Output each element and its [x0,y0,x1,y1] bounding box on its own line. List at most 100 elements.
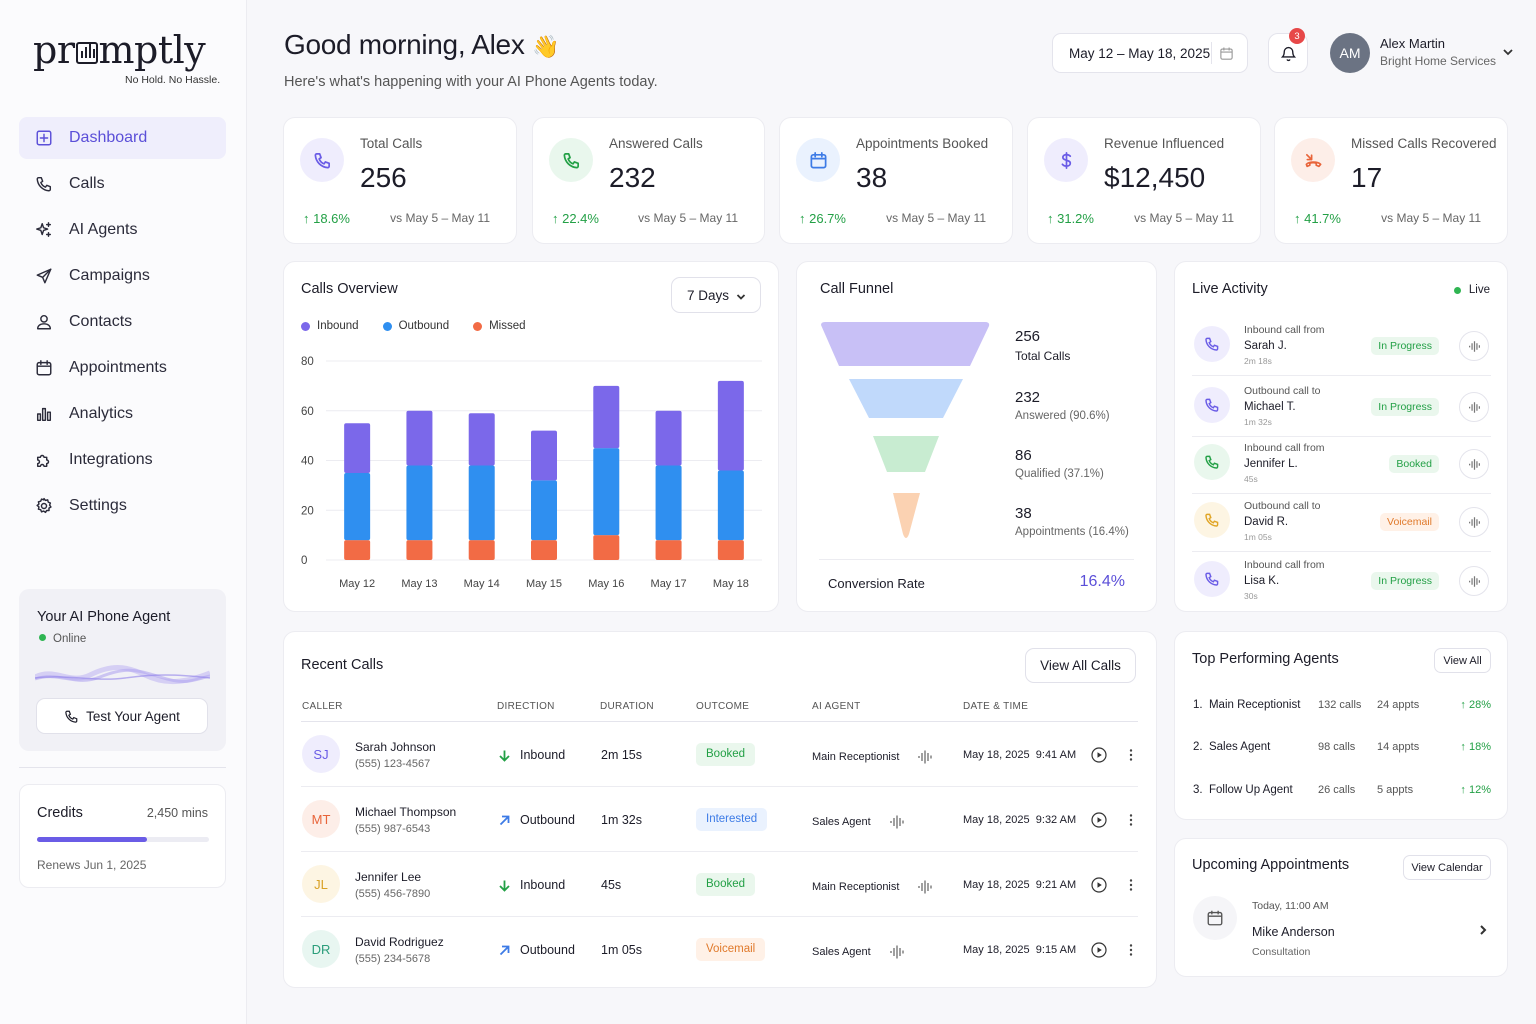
outcome-badge: Booked [696,743,756,766]
range-dropdown[interactable]: 7 Days [671,277,761,313]
calendar-icon [1193,896,1237,940]
chevron-down-icon[interactable] [1502,46,1514,58]
x-tick-label: May 15 [526,578,562,590]
nav-item-calls[interactable]: Calls [19,163,226,205]
nav-item-integrations[interactable]: Integrations [19,439,226,481]
play-icon[interactable] [1091,877,1107,893]
live-activity-item[interactable]: Inbound call from Sarah J. 2m 18s In Progre… [1192,317,1491,376]
agent-row[interactable]: 3. Follow Up Agent 26 calls 5 appts ↑ 12% [1193,784,1491,796]
play-icon[interactable] [1091,812,1107,828]
direction-label: Inbound [520,878,566,892]
nav-item-dashboard[interactable]: Dashboard [19,117,226,159]
table-row[interactable]: SJ Sarah Johnson (555) 123-4567 Inbound 2m 1… [301,722,1138,787]
caller-phone: (555) 987-6543 [355,823,431,835]
more-options-icon[interactable] [1123,747,1139,763]
more-options-icon[interactable] [1123,812,1139,828]
status-badge: Booked [1389,455,1439,473]
nav-item-ai-agents[interactable]: AI Agents [19,209,226,251]
sparkles-icon [34,221,53,240]
listen-button[interactable] [1459,566,1489,596]
stat-label: Appointments Booked [856,136,989,151]
phone-icon [65,710,78,723]
view-calendar-button[interactable]: View Calendar [1403,855,1491,880]
greeting: Good morning, Alex 👋 [284,29,559,61]
nav-item-appointments[interactable]: Appointments [19,347,226,389]
agent-status: Online [39,633,86,645]
listen-button[interactable] [1459,507,1489,537]
credits-renews: Renews Jun 1, 2025 [37,858,147,872]
stat-card: Answered Calls 232 ↑ 22.4% vs May 5 – May 1… [532,117,765,244]
agent-row[interactable]: 1. Main Receptionist 132 calls 24 appts ↑ 2… [1193,699,1491,711]
direction-label: Outbound [520,813,575,827]
agent-row[interactable]: 2. Sales Agent 98 calls 14 appts ↑ 18% [1193,741,1491,753]
nav-item-contacts[interactable]: Contacts [19,301,226,343]
waveform-icon [918,880,933,894]
live-activity-item[interactable]: Inbound call from Lisa K. 30s In Progress [1192,552,1491,610]
notifications-button[interactable]: 3 [1268,28,1308,73]
col-outcome: OUTCOME [696,701,750,712]
outcome-badge: Booked [696,873,756,896]
nav-label: Contacts [69,313,133,330]
x-tick-label: May 13 [401,578,437,590]
table-header-divider [301,721,1138,722]
bar-chart-icon [34,405,53,424]
live-activity-item[interactable]: Outbound call to David R. 1m 05s Voicemail [1192,493,1491,552]
listen-button[interactable] [1459,331,1489,361]
table-row[interactable]: MT Michael Thompson (555) 987-6543 Outbound… [301,787,1138,852]
stat-change: ↑ 18.6% [303,211,350,226]
stat-value: 38 [856,162,888,193]
listen-button[interactable] [1459,392,1489,422]
appointment-type: Consultation [1252,946,1311,958]
legend-missed: Missed [473,320,526,332]
legend-label: Missed [489,320,526,332]
bar-inbound [468,413,495,466]
nav-label: Campaigns [69,267,150,284]
view-all-calls-button[interactable]: View All Calls [1025,648,1136,683]
logo[interactable]: pr mptly [33,28,206,72]
agent-card-title: Your AI Phone Agent [37,609,171,625]
waveform-icon [1468,401,1480,413]
y-tick-label: 0 [301,555,307,567]
more-options-icon[interactable] [1123,942,1139,958]
chevron-right-icon[interactable] [1477,924,1489,936]
more-options-icon[interactable] [1123,877,1139,893]
y-tick-label: 40 [301,456,314,468]
activity-type: Inbound call from [1244,442,1325,454]
nav-item-analytics[interactable]: Analytics [19,393,226,435]
sidebar-nav: Dashboard Calls AI Agents Campaigns Cont… [19,117,226,531]
nav-item-campaigns[interactable]: Campaigns [19,255,226,297]
activity-type: Inbound call from [1244,559,1325,571]
date-range-picker[interactable]: May 12 – May 18, 2025 [1052,33,1248,73]
live-activity-item[interactable]: Outbound call to Michael T. 1m 32s In Progr… [1192,378,1491,437]
agent-appts: 24 appts [1377,699,1420,711]
view-all-agents-button[interactable]: View All [1434,648,1491,673]
upcoming-title: Upcoming Appointments [1192,857,1350,873]
listen-button[interactable] [1459,449,1489,479]
funnel-value: 256 [1015,328,1041,345]
arrow-down-icon [499,880,510,892]
stat-value: 232 [609,162,656,193]
table-row[interactable]: JL Jennifer Lee (555) 456-7890 Inbound 45s Bo… [301,852,1138,917]
user-avatar[interactable]: AM [1330,33,1370,73]
send-icon [34,267,53,286]
agent-calls: 26 calls [1318,784,1356,796]
live-activity-item[interactable]: Inbound call from Jennifer L. 45s Booked [1192,435,1491,494]
gear-icon [34,497,53,516]
activity-contact: David R. [1244,516,1289,528]
caller-name: Sarah Johnson [355,740,436,754]
caller-phone: (555) 456-7890 [355,888,431,900]
calendar-icon [34,359,53,378]
table-row[interactable]: DR David Rodriguez (555) 234-5678 Outbound 1… [301,917,1138,982]
logo-text-right: mptly [98,28,206,72]
funnel-stage-answered [849,379,963,418]
phone-icon [549,138,593,182]
play-icon[interactable] [1091,942,1107,958]
test-agent-button[interactable]: Test Your Agent [36,698,208,734]
activity-type: Outbound call to [1244,385,1321,397]
waving-hand-icon: 👋 [532,34,560,59]
recent-calls-card: Recent Calls View All Calls CALLER DIREC… [283,631,1157,988]
row-divider [301,851,1138,852]
status-badge: Voicemail [1380,513,1439,531]
nav-item-settings[interactable]: Settings [19,485,226,527]
play-icon[interactable] [1091,747,1107,763]
